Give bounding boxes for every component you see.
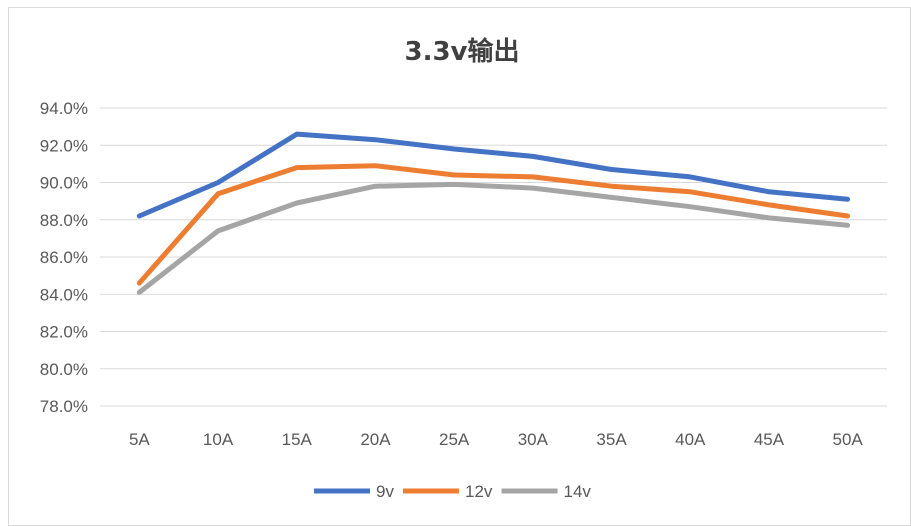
legend-item-14v: 14v xyxy=(501,482,592,501)
y-axis-ticks: 78.0% 80.0% 82.0% 84.0% 86.0% 88.0% 90.0% 92.0%… xyxy=(40,99,88,416)
x-tick-label: 5A xyxy=(129,430,150,449)
series-line-9v xyxy=(136,131,851,219)
series-lines xyxy=(136,131,851,295)
legend: 9v 12v 14v xyxy=(314,482,591,501)
y-tick-label: 78.0% xyxy=(40,397,88,416)
x-tick-label: 15A xyxy=(282,430,313,449)
y-tick-label: 82.0% xyxy=(40,323,88,342)
y-tick-label: 88.0% xyxy=(40,211,88,230)
series-line-12v xyxy=(136,163,851,286)
y-tick-label: 90.0% xyxy=(40,174,88,193)
x-tick-label: 35A xyxy=(596,430,627,449)
x-axis-ticks: 5A 10A 15A 20A 25A 30A 35A 40A 45A 50A xyxy=(129,430,863,449)
gridlines xyxy=(100,107,887,407)
x-tick-label: 10A xyxy=(203,430,234,449)
x-tick-label: 40A xyxy=(675,430,706,449)
legend-label: 12v xyxy=(465,482,493,501)
x-tick-label: 45A xyxy=(754,430,785,449)
legend-label: 14v xyxy=(564,482,592,501)
y-tick-label: 80.0% xyxy=(40,360,88,379)
y-tick-label: 92.0% xyxy=(40,136,88,155)
x-tick-label: 20A xyxy=(360,430,391,449)
legend-item-12v: 12v xyxy=(403,482,493,501)
chart-frame xyxy=(8,7,911,526)
y-tick-label: 84.0% xyxy=(40,285,88,304)
legend-item-9v: 9v xyxy=(314,482,394,501)
chart-title: 3.3v输出 xyxy=(404,36,519,67)
y-tick-label: 86.0% xyxy=(40,248,88,267)
y-tick-label: 94.0% xyxy=(40,99,88,118)
x-tick-label: 50A xyxy=(833,430,864,449)
x-tick-label: 30A xyxy=(518,430,549,449)
series-line-14v xyxy=(136,181,851,295)
legend-label: 9v xyxy=(376,482,394,501)
x-tick-label: 25A xyxy=(439,430,470,449)
